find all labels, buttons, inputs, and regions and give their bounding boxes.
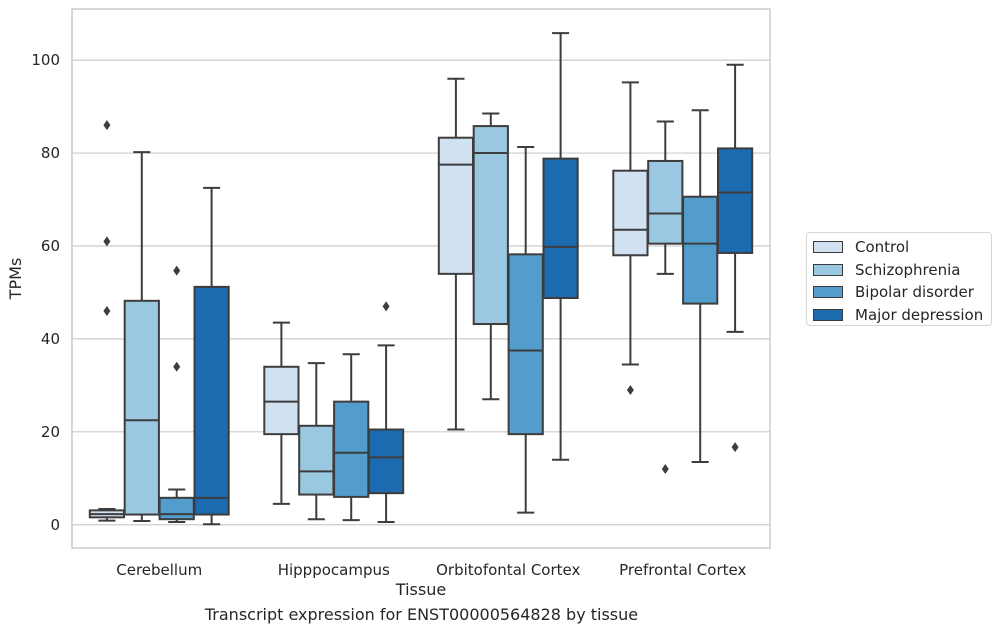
x-tick-label: Cerebellum	[116, 561, 202, 579]
box-body	[437, 136, 475, 275]
legend-swatch	[813, 308, 843, 321]
box-2	[298, 362, 335, 521]
chart-caption: Transcript expression for ENST0000056482…	[204, 605, 639, 624]
legend-swatch	[813, 286, 843, 299]
box-3	[158, 265, 195, 523]
box-2	[123, 151, 160, 523]
box-body	[298, 424, 335, 496]
box-body	[612, 169, 649, 257]
box-body	[367, 428, 405, 495]
outlier-point	[661, 464, 669, 475]
legend-label: Bipolar disorder	[855, 283, 974, 302]
box-3	[507, 146, 544, 514]
x-tick-label: Prefrontal Cortex	[619, 561, 746, 579]
y-tick-label: 40	[41, 330, 60, 348]
box-body	[682, 195, 719, 305]
outlier-point	[382, 301, 390, 312]
outlier-point	[626, 385, 634, 396]
box-1	[437, 77, 475, 431]
y-axis-ticks: 0 20 40 60 80 100	[31, 51, 60, 534]
chart-legend: Control Schizophrenia Bipolar disorder Majo…	[806, 232, 992, 326]
box-2	[472, 112, 509, 401]
box-body	[716, 147, 754, 254]
legend-item: Control	[813, 236, 991, 259]
x-axis-label: Tissue	[395, 580, 446, 599]
plot-frame	[71, 8, 771, 549]
y-axis-label: TPMs	[6, 258, 25, 301]
x-axis-ticks: Cerebellum Hipppocampus Orbitofontal Corte…	[116, 561, 746, 579]
legend-swatch	[813, 241, 843, 254]
legend-swatch	[813, 263, 843, 276]
box-3	[682, 109, 719, 464]
legend-label: Control	[855, 238, 910, 257]
box-1	[612, 81, 649, 396]
outlier-point	[173, 265, 181, 276]
legend-label: Major depression	[855, 305, 984, 324]
outlier-point	[103, 306, 111, 317]
box-body	[263, 365, 300, 436]
box-2	[647, 120, 684, 475]
x-tick-label: Hipppocampus	[278, 561, 390, 579]
legend-label: Schizophrenia	[855, 260, 961, 279]
legend-item: Major depression	[813, 304, 991, 327]
box-body	[193, 285, 230, 516]
y-tick-label: 20	[41, 423, 60, 441]
box-4	[193, 186, 230, 526]
y-tick-label: 80	[41, 144, 60, 162]
outlier-point	[173, 361, 181, 372]
outlier-point	[103, 120, 111, 131]
box-body	[158, 496, 195, 521]
box-3	[333, 353, 370, 522]
box-4	[716, 63, 754, 453]
box-body	[123, 299, 160, 516]
legend-item: Schizophrenia	[813, 259, 991, 282]
box-1	[88, 120, 126, 522]
box-body	[333, 400, 370, 498]
y-tick-label: 60	[41, 237, 60, 255]
box-body	[542, 157, 579, 300]
box-4	[542, 32, 579, 461]
y-tick-label: 0	[50, 516, 60, 534]
box-body	[507, 253, 544, 436]
plot-area	[88, 32, 754, 526]
box-body	[647, 159, 684, 245]
grid-lines	[72, 59, 770, 526]
x-tick-label: Orbitofontal Cortex	[436, 561, 580, 579]
outlier-point	[731, 442, 739, 453]
legend-item: Bipolar disorder	[813, 281, 991, 304]
box-1	[263, 321, 300, 505]
box-body	[472, 125, 509, 326]
box-4	[367, 301, 405, 523]
y-tick-label: 100	[31, 51, 60, 69]
outlier-point	[103, 236, 111, 247]
